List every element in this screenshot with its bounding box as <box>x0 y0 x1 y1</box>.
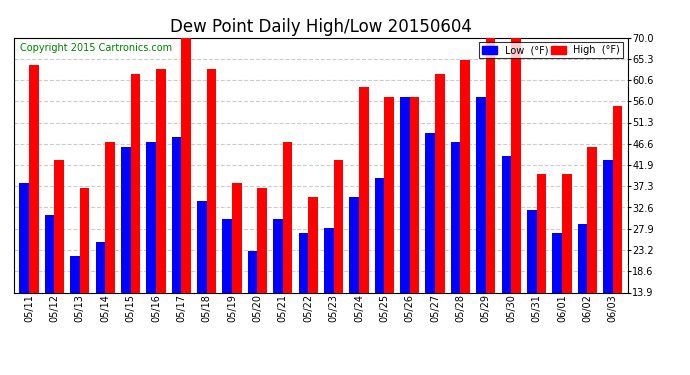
Bar <box>400 97 410 292</box>
Bar <box>613 106 622 292</box>
Bar <box>375 178 384 292</box>
Bar <box>426 133 435 292</box>
Bar <box>308 196 318 292</box>
Bar <box>587 147 597 292</box>
Bar <box>19 183 29 292</box>
Bar <box>460 60 470 292</box>
Bar <box>527 210 537 292</box>
Legend: Low  (°F), High  (°F): Low (°F), High (°F) <box>480 42 623 58</box>
Bar <box>156 69 166 292</box>
Bar <box>410 97 420 292</box>
Bar <box>55 160 64 292</box>
Bar <box>486 38 495 292</box>
Bar <box>248 251 257 292</box>
Bar <box>80 188 90 292</box>
Bar <box>70 256 80 292</box>
Bar <box>172 138 181 292</box>
Bar <box>45 215 55 292</box>
Bar <box>105 142 115 292</box>
Bar <box>207 69 216 292</box>
Bar <box>511 38 521 292</box>
Bar <box>435 74 444 292</box>
Bar <box>121 147 130 292</box>
Bar <box>333 160 343 292</box>
Bar <box>283 142 293 292</box>
Bar <box>257 188 267 292</box>
Bar <box>359 87 368 292</box>
Bar <box>29 65 39 292</box>
Bar <box>146 142 156 292</box>
Text: Copyright 2015 Cartronics.com: Copyright 2015 Cartronics.com <box>20 43 172 52</box>
Bar <box>603 160 613 292</box>
Bar <box>181 38 191 292</box>
Bar <box>299 233 308 292</box>
Bar <box>130 74 140 292</box>
Bar <box>476 97 486 292</box>
Bar <box>273 219 283 292</box>
Bar <box>562 174 571 292</box>
Bar <box>222 219 232 292</box>
Bar <box>324 228 333 292</box>
Title: Dew Point Daily High/Low 20150604: Dew Point Daily High/Low 20150604 <box>170 18 472 36</box>
Bar <box>95 242 105 292</box>
Bar <box>502 156 511 292</box>
Bar <box>578 224 587 292</box>
Bar <box>537 174 546 292</box>
Bar <box>232 183 241 292</box>
Bar <box>349 196 359 292</box>
Bar <box>451 142 460 292</box>
Bar <box>384 97 394 292</box>
Bar <box>552 233 562 292</box>
Bar <box>197 201 207 292</box>
